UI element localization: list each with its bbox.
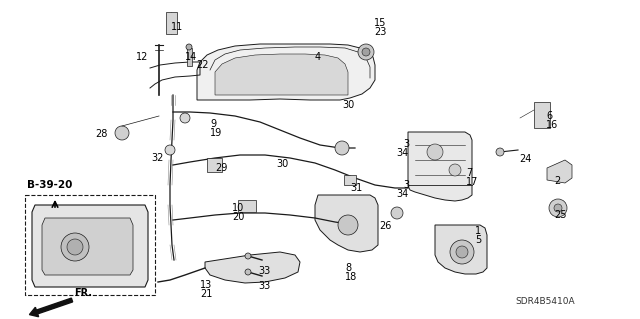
- Text: 8: 8: [345, 263, 351, 273]
- Circle shape: [496, 148, 504, 156]
- Text: 18: 18: [345, 272, 357, 282]
- Text: 29: 29: [215, 163, 227, 173]
- Polygon shape: [547, 160, 572, 183]
- Text: FR.: FR.: [74, 288, 92, 298]
- Text: 33: 33: [258, 266, 270, 276]
- Text: 34: 34: [397, 189, 409, 199]
- Circle shape: [358, 44, 374, 60]
- Circle shape: [554, 204, 562, 212]
- Circle shape: [456, 246, 468, 258]
- Circle shape: [427, 144, 443, 160]
- Circle shape: [449, 164, 461, 176]
- Bar: [534, 102, 550, 128]
- Text: 30: 30: [343, 100, 355, 110]
- Text: 33: 33: [258, 281, 270, 291]
- Circle shape: [245, 269, 251, 275]
- Text: 7: 7: [466, 168, 472, 178]
- Bar: [25, 195, 155, 295]
- Text: 9: 9: [210, 119, 216, 129]
- Bar: [187, 48, 192, 66]
- Circle shape: [67, 239, 83, 255]
- Circle shape: [362, 48, 370, 56]
- Text: 26: 26: [380, 221, 392, 231]
- Text: 10: 10: [232, 203, 244, 213]
- Polygon shape: [315, 195, 378, 252]
- Text: 11: 11: [171, 22, 183, 32]
- Text: B-39-20: B-39-20: [27, 180, 72, 190]
- Text: 5: 5: [475, 235, 481, 245]
- Circle shape: [245, 253, 251, 259]
- Text: SDR4B5410A: SDR4B5410A: [515, 297, 575, 306]
- Bar: [238, 200, 256, 212]
- Circle shape: [61, 233, 89, 261]
- Text: 19: 19: [210, 128, 222, 138]
- Text: 1: 1: [475, 226, 481, 236]
- Text: 17: 17: [466, 177, 478, 187]
- Text: 4: 4: [315, 52, 321, 62]
- Bar: [166, 12, 177, 34]
- Circle shape: [549, 199, 567, 217]
- Text: 22: 22: [196, 60, 209, 70]
- Text: 6: 6: [546, 111, 552, 121]
- Polygon shape: [32, 205, 148, 287]
- Polygon shape: [42, 218, 133, 275]
- Text: 3: 3: [403, 180, 409, 190]
- Polygon shape: [435, 225, 487, 274]
- Text: 32: 32: [152, 153, 164, 163]
- Circle shape: [450, 240, 474, 264]
- Polygon shape: [197, 44, 375, 100]
- Circle shape: [180, 113, 190, 123]
- Polygon shape: [215, 54, 348, 95]
- Text: 13: 13: [200, 280, 212, 290]
- Polygon shape: [205, 252, 300, 283]
- Text: 16: 16: [546, 120, 558, 130]
- Circle shape: [391, 207, 403, 219]
- Text: 31: 31: [350, 183, 362, 193]
- Text: 14: 14: [185, 52, 197, 62]
- Circle shape: [335, 141, 349, 155]
- Text: 3: 3: [403, 139, 409, 149]
- Text: 20: 20: [232, 212, 244, 222]
- Text: 24: 24: [519, 154, 531, 164]
- Polygon shape: [408, 132, 472, 201]
- Text: 28: 28: [95, 129, 108, 139]
- Text: 23: 23: [374, 27, 387, 37]
- Text: 25: 25: [554, 210, 566, 220]
- Bar: [344, 175, 356, 185]
- Text: 2: 2: [554, 176, 560, 186]
- Text: 15: 15: [374, 18, 387, 28]
- Circle shape: [115, 126, 129, 140]
- Text: 12: 12: [136, 52, 148, 62]
- FancyArrow shape: [29, 298, 73, 317]
- Bar: [207, 158, 222, 172]
- Circle shape: [165, 145, 175, 155]
- Circle shape: [186, 44, 192, 50]
- Text: 21: 21: [200, 289, 212, 299]
- Circle shape: [338, 215, 358, 235]
- Text: 30: 30: [276, 159, 288, 169]
- Text: 34: 34: [397, 148, 409, 158]
